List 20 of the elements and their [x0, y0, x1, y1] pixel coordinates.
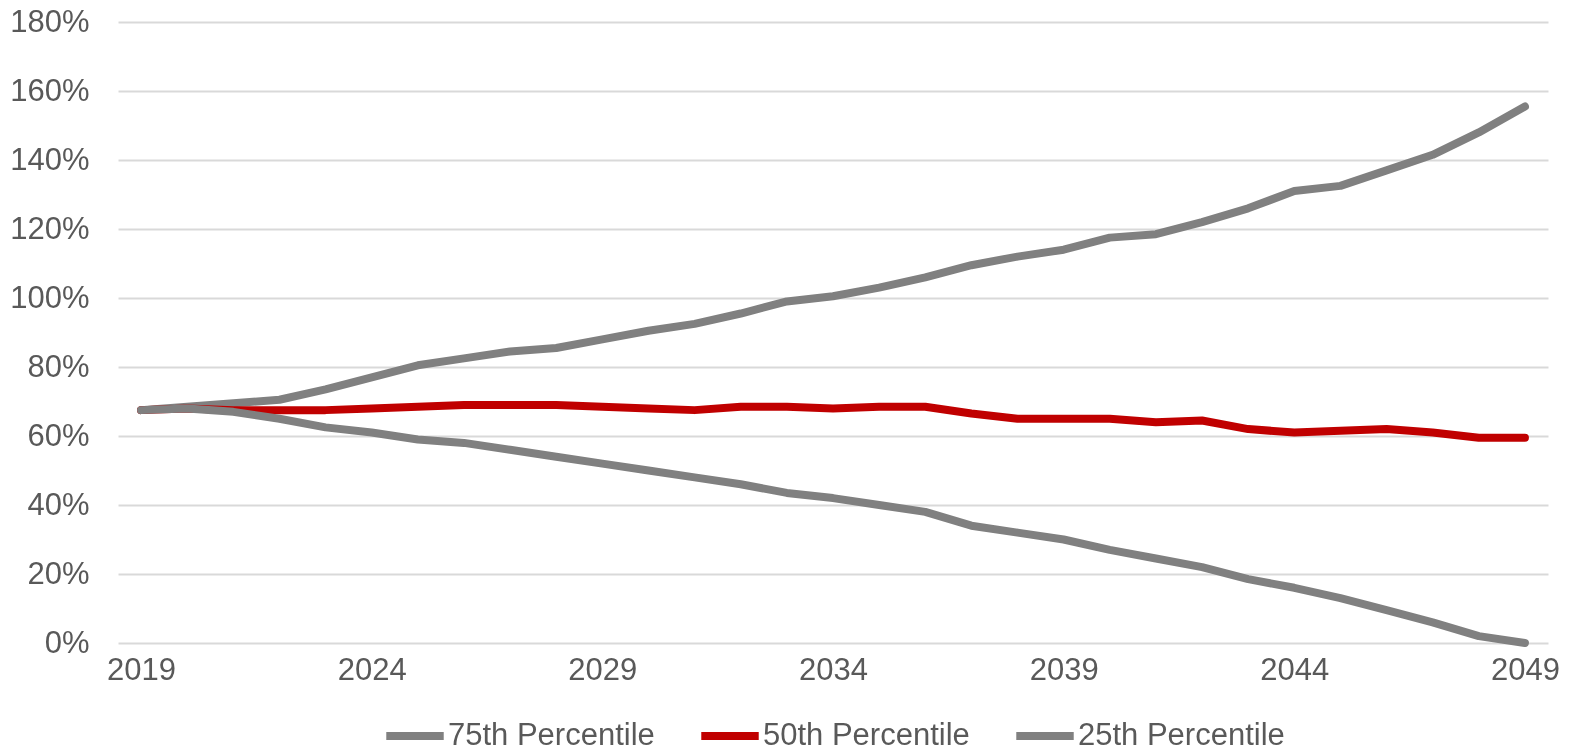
x-tick-label: 2019: [107, 651, 177, 687]
legend-label: 50th Percentile: [763, 717, 970, 752]
y-tick-label: 100%: [10, 279, 90, 315]
x-tick-label: 2039: [1029, 651, 1099, 687]
x-tick-label: 2034: [799, 651, 868, 687]
x-tick-label: 2024: [337, 651, 407, 687]
legend-label: 75th Percentile: [448, 717, 655, 752]
y-tick-label: 40%: [27, 486, 90, 522]
y-tick-label: 60%: [27, 417, 90, 453]
y-tick-label: 160%: [10, 72, 90, 108]
legend-label: 25th Percentile: [1078, 717, 1285, 752]
y-tick-label: 140%: [10, 141, 90, 177]
y-tick-label: 0%: [44, 624, 90, 660]
y-tick-label: 80%: [27, 348, 90, 384]
y-tick-label: 120%: [10, 210, 90, 246]
x-tick-label: 2044: [1260, 651, 1330, 687]
x-tick-label: 2049: [1490, 651, 1560, 687]
x-tick-label: 2029: [568, 651, 638, 687]
y-tick-label: 20%: [27, 555, 90, 591]
y-tick-label: 180%: [10, 3, 90, 39]
